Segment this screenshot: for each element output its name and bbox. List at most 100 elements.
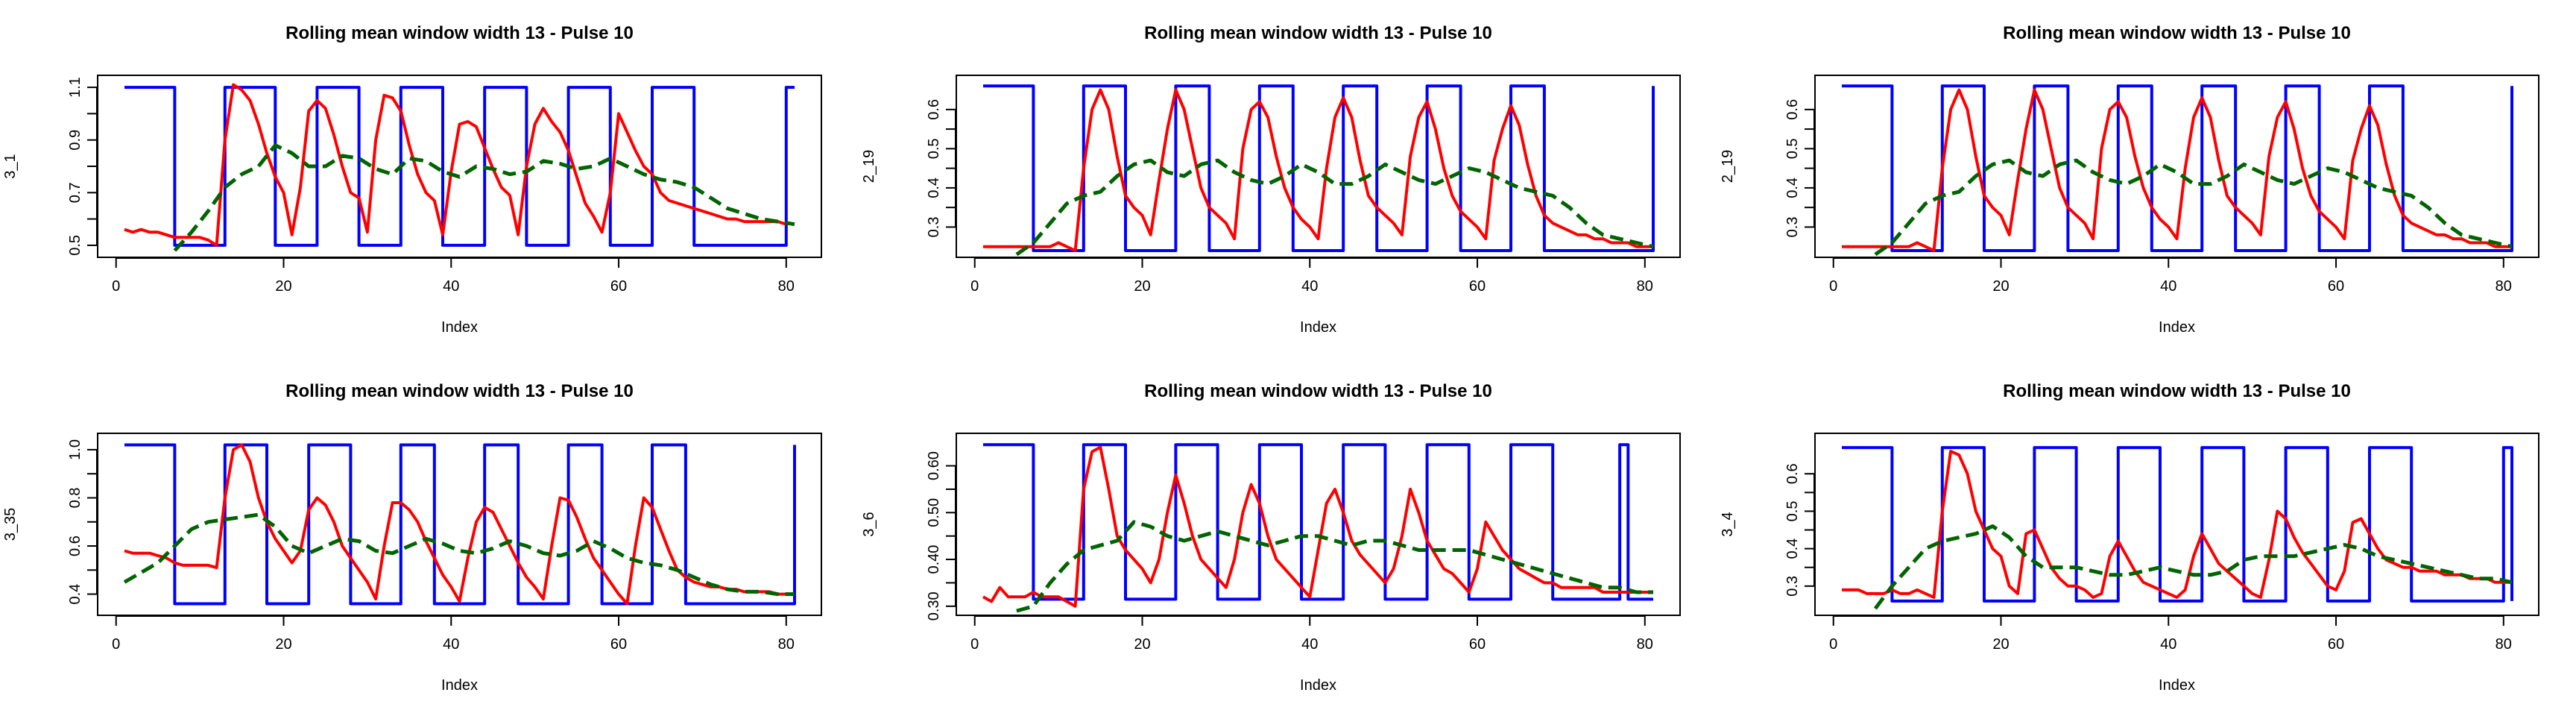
series-line-3 <box>1874 158 2513 257</box>
series-line-2 <box>124 83 787 247</box>
plot-frame <box>1814 433 2539 616</box>
series-line-2 <box>124 443 795 606</box>
chart-panel-6: Rolling mean window width 13 - Pulse 10 0… <box>1717 358 2576 716</box>
x-axis: 0 20 40 60 80 <box>112 615 795 653</box>
x-tick-label: 80 <box>1637 278 1653 295</box>
series-group <box>1842 446 2513 610</box>
y-tick-label: 0.6 <box>1784 463 1801 484</box>
x-tick-label: 20 <box>1992 278 2009 295</box>
series-line-1 <box>1842 446 2513 603</box>
series-group <box>1842 84 2513 257</box>
y-tick-label: 0.5 <box>1784 501 1801 522</box>
chart-panel-3: Rolling mean window width 13 - Pulse 10 0… <box>1717 0 2576 358</box>
chart-title: Rolling mean window width 13 - Pulse 10 <box>2003 23 2351 43</box>
y-tick-label: 0.30 <box>926 591 942 621</box>
chart-title: Rolling mean window width 13 - Pulse 10 <box>1144 23 1492 43</box>
y-tick-label: 0.40 <box>926 545 942 574</box>
chart-title: Rolling mean window width 13 - Pulse 10 <box>2003 381 2351 401</box>
y-tick-label: 0.6 <box>1784 99 1801 120</box>
x-tick-label: 60 <box>610 278 627 295</box>
chart-panel-1: Rolling mean window width 13 - Pulse 10 0… <box>0 0 859 358</box>
x-tick-label: 40 <box>2160 278 2176 295</box>
x-tick-label: 40 <box>1301 636 1318 653</box>
y-tick-label: 0.9 <box>67 130 83 151</box>
x-tick-label: 0 <box>970 278 979 295</box>
y-tick-label: 0.3 <box>926 217 942 238</box>
y-tick-label: 0.50 <box>926 498 942 527</box>
chart-svg: Rolling mean window width 13 - Pulse 10 0… <box>2 23 822 336</box>
y-tick-label: 1.1 <box>67 77 83 98</box>
y-axis: 0.4 0.6 0.8 1.0 <box>67 439 98 605</box>
x-axis-label: Index <box>1300 319 1336 336</box>
chart-title: Rolling mean window width 13 - Pulse 10 <box>285 381 634 401</box>
x-tick-label: 0 <box>112 278 120 295</box>
series-line-3 <box>1016 520 1653 613</box>
y-tick-label: 0.4 <box>67 584 83 605</box>
x-tick-label: 20 <box>275 636 291 653</box>
y-tick-label: 0.7 <box>67 182 83 203</box>
x-tick-label: 40 <box>443 636 459 653</box>
series-line-2 <box>1842 450 2512 599</box>
y-axis: 0.5 0.7 0.9 1.1 <box>67 77 98 256</box>
x-tick-label: 80 <box>778 278 795 295</box>
y-tick-label: 0.5 <box>1784 138 1801 159</box>
series-line-3 <box>123 512 795 597</box>
x-axis-label: Index <box>441 319 478 336</box>
x-tick-label: 40 <box>2160 636 2176 653</box>
series-group <box>123 443 796 606</box>
x-tick-label: 80 <box>778 636 795 653</box>
x-tick-label: 0 <box>112 636 120 653</box>
chart-panel-4: Rolling mean window width 13 - Pulse 10 0… <box>0 358 859 716</box>
x-tick-label: 20 <box>1992 636 2009 653</box>
x-tick-label: 40 <box>443 278 459 295</box>
y-tick-label: 0.6 <box>926 99 942 120</box>
x-axis: 0 20 40 60 80 <box>1829 257 2512 295</box>
y-tick-label: 0.5 <box>67 235 83 256</box>
x-tick-label: 60 <box>2328 636 2344 653</box>
series-group <box>124 83 795 252</box>
series-line-1 <box>983 443 1653 601</box>
series-group <box>982 443 1653 613</box>
y-axis: 0.30 0.40 0.50 0.60 <box>926 451 956 621</box>
x-axis-label: Index <box>441 677 478 694</box>
series-line-2 <box>982 445 1653 608</box>
y-axis-label: 3_4 <box>1720 512 1736 536</box>
x-tick-label: 0 <box>970 636 979 653</box>
y-axis-label: 3_35 <box>2 508 19 541</box>
series-line-2 <box>983 88 1653 252</box>
series-line-1 <box>983 84 1655 252</box>
x-axis-label: Index <box>2159 319 2195 336</box>
chart-panel-5: Rolling mean window width 13 - Pulse 10 0… <box>859 358 1717 716</box>
x-tick-label: 80 <box>2496 636 2512 653</box>
y-tick-label: 1.0 <box>67 439 83 460</box>
y-tick-label: 0.4 <box>926 178 942 198</box>
x-tick-label: 60 <box>1469 278 1486 295</box>
y-axis-label: 2_19 <box>1720 150 1736 183</box>
x-axis-label: Index <box>1300 677 1336 694</box>
y-axis-label: 3_6 <box>861 512 877 536</box>
chart-panel-2: Rolling mean window width 13 - Pulse 10 0… <box>859 0 1717 358</box>
y-tick-label: 0.3 <box>1784 217 1801 238</box>
y-tick-label: 0.6 <box>67 536 83 556</box>
x-tick-label: 80 <box>1637 636 1653 653</box>
x-axis: 0 20 40 60 80 <box>970 615 1653 653</box>
x-tick-label: 40 <box>1301 278 1318 295</box>
y-tick-label: 0.60 <box>926 451 942 480</box>
x-axis: 0 20 40 60 80 <box>970 257 1653 295</box>
x-tick-label: 0 <box>1829 636 1837 653</box>
chart-title: Rolling mean window width 13 - Pulse 10 <box>285 23 634 43</box>
plot-frame <box>97 75 822 258</box>
x-tick-label: 20 <box>1134 636 1150 653</box>
y-tick-label: 0.8 <box>67 488 83 509</box>
x-tick-label: 60 <box>610 636 627 653</box>
y-axis-label: 3_1 <box>2 154 19 178</box>
series-line-1 <box>1842 84 2513 252</box>
x-tick-label: 80 <box>2496 278 2512 295</box>
x-axis: 0 20 40 60 80 <box>1829 615 2512 653</box>
y-axis: 0.3 0.4 0.5 0.6 <box>926 99 956 237</box>
series-line-2 <box>1842 88 2512 252</box>
y-tick-label: 0.4 <box>1784 178 1801 198</box>
x-tick-label: 20 <box>1134 278 1150 295</box>
x-tick-label: 20 <box>275 278 291 295</box>
